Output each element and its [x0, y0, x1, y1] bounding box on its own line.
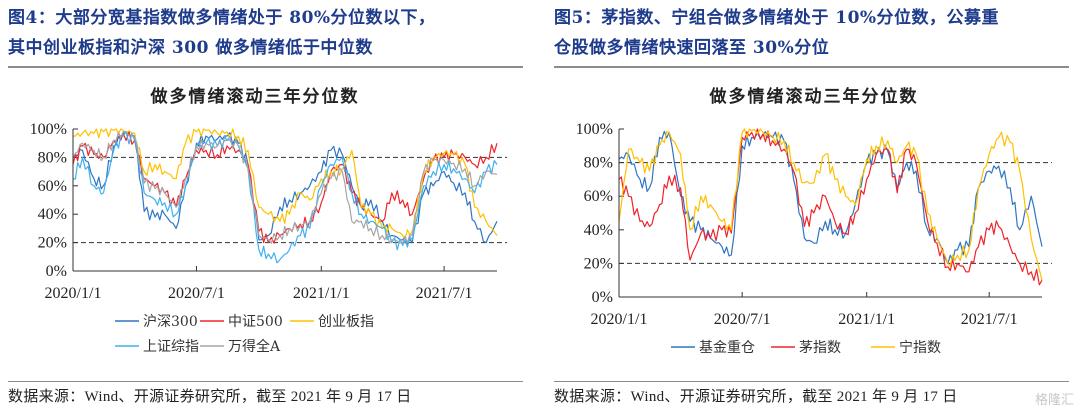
legend-label: 中证500 [228, 314, 283, 330]
y-tick-label: 80% [38, 149, 67, 166]
x-tick-label: 2021/1/1 [838, 311, 895, 328]
figure-5-title-line2: 仓股做多情绪快速回落至 30%分位 [554, 38, 830, 58]
data-source-note: 数据来源：Wind、开源证券研究所，截至 2021 年 9 月 17 日 [8, 389, 412, 405]
y-tick-label: 60% [584, 188, 613, 205]
legend-label: 沪深300 [143, 314, 198, 330]
chart-broad-index-sentiment: 做多情绪滚动三年分位数 0% 20% 40% 60% 80% 100% 2020/1/1 202… [30, 86, 507, 355]
series-line-1 [72, 131, 498, 246]
chart-title: 做多情绪滚动三年分位数 [150, 86, 360, 107]
y-tick-label: 0% [46, 263, 67, 280]
legend-label: 万得全A [228, 338, 281, 355]
x-tick-label: 2021/1/1 [293, 285, 350, 302]
series-line-3 [73, 128, 498, 240]
y-tick-label: 100% [30, 121, 67, 138]
series-line-1 [618, 130, 1043, 264]
y-tick-label: 40% [38, 206, 67, 223]
x-tick-label: 2021/7/1 [961, 311, 1018, 328]
chart-title: 做多情绪滚动三年分位数 [709, 86, 919, 107]
legend-label: 茅指数 [799, 340, 841, 356]
figure-4-title-line2: 其中创业板指和沪深 300 做多情绪低于中位数 [8, 38, 373, 58]
y-tick-label: 60% [38, 178, 67, 195]
y-tick-label: 80% [584, 155, 613, 172]
y-tick-label: 20% [584, 255, 613, 272]
x-tick-label: 2021/7/1 [416, 285, 473, 302]
x-tick-label: 2020/1/1 [45, 285, 102, 302]
legend-label: 宁指数 [899, 339, 941, 356]
y-tick-label: 0% [592, 289, 613, 306]
title-divider [554, 66, 1069, 68]
figure-4-title-line1: 图4：大部分宽基指数做多情绪处于 80%分位数以下， [8, 8, 436, 28]
series-line-3 [618, 128, 1043, 281]
chart-theme-portfolio-sentiment: 做多情绪滚动三年分位数 0% 20% 40% 60% 80% 100% 2020/1/1 202… [576, 86, 1052, 356]
figure-5-title-line1: 图5：茅指数、宁组合做多情绪处于 10%分位数，公募重 [554, 8, 1000, 28]
data-source-note: 数据来源：Wind、开源证券研究所，截至 2021 年 9 月 17 日 [554, 389, 958, 405]
x-tick-label: 2020/7/1 [714, 311, 771, 328]
x-tick-label: 2020/1/1 [591, 311, 648, 328]
y-tick-label: 20% [38, 235, 67, 252]
y-tick-label: 40% [584, 222, 613, 239]
figure-4-title: 图4：大部分宽基指数做多情绪处于 80%分位数以下， 其中创业板指和沪深 300… [8, 3, 528, 63]
source-divider [8, 381, 523, 382]
legend-label: 创业板指 [318, 314, 374, 330]
watermark-logo: 格隆汇 [1034, 393, 1074, 408]
series-line-4 [72, 131, 498, 264]
legend-label: 上证综指 [143, 339, 199, 355]
figure-5-panel: 图5：茅指数、宁组合做多情绪处于 10%分位数，公募重 仓股做多情绪快速回落至 … [546, 0, 1076, 413]
legend-label: 基金重仓 [699, 339, 755, 356]
figure-4-panel: 图4：大部分宽基指数做多情绪处于 80%分位数以下， 其中创业板指和沪深 300… [0, 0, 530, 413]
title-divider [8, 66, 523, 68]
x-tick-label: 2020/7/1 [168, 285, 225, 302]
y-tick-label: 100% [576, 121, 613, 138]
series-line-5 [72, 130, 498, 244]
series-line-2 [618, 128, 1043, 286]
figure-5-title: 图5：茅指数、宁组合做多情绪处于 10%分位数，公募重 仓股做多情绪快速回落至 … [554, 3, 1074, 63]
source-divider [554, 381, 1069, 382]
